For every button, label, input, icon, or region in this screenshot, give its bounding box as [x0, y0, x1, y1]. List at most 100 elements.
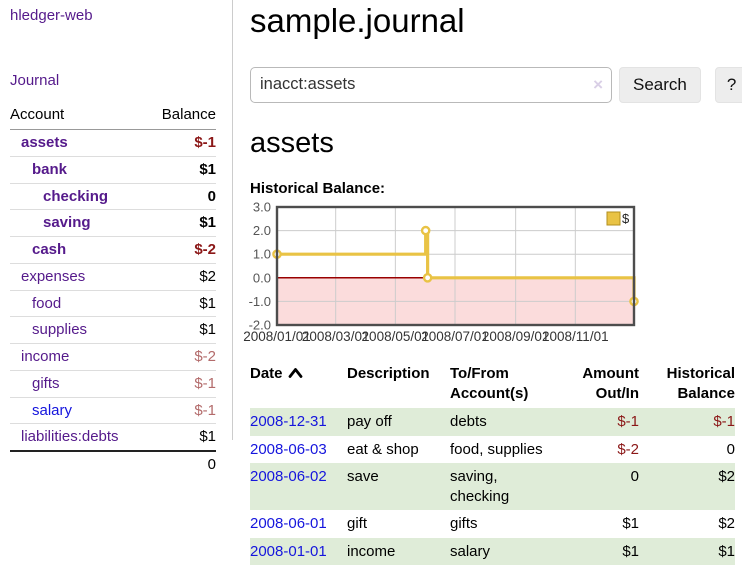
x-axis-label: 2008/05/01 [362, 329, 430, 344]
account-balance: $-1 [147, 396, 216, 424]
register-cell-accounts: salary [450, 542, 491, 560]
register-header-amount: Amount Out/In [582, 364, 639, 403]
account-link[interactable]: food [32, 294, 62, 312]
register-cell-date: 2008-06-01 [250, 510, 347, 538]
search-button[interactable]: Search [619, 66, 701, 103]
page-title: sample.journal [250, 2, 465, 39]
register-cell-description: income [347, 542, 396, 560]
search-input[interactable] [250, 66, 612, 103]
chart-title: Historical Balance: [250, 179, 386, 197]
register-cell-balance: $2 [718, 515, 735, 533]
account-link[interactable]: checking [43, 187, 109, 205]
register-cell-amount: $-1 [617, 413, 639, 431]
account-balance: $-2 [147, 236, 216, 264]
help-button[interactable]: ? [714, 66, 742, 103]
y-axis-label: 2.0 [253, 223, 271, 238]
account-row: bank $1 [10, 155, 216, 183]
account-link[interactable]: expenses [21, 267, 86, 285]
y-axis-label: 0.0 [253, 270, 271, 285]
register-cell-amount: $-2 [617, 440, 639, 458]
account-row: salary $-1 [10, 396, 216, 424]
account-link[interactable]: gifts [32, 374, 60, 392]
x-axis-label: 2008/07/01 [421, 329, 489, 344]
account-row: expenses $2 [10, 262, 216, 290]
app-brand-link[interactable]: hledger-web [10, 7, 93, 24]
accounts-table: Account Balance assets $-1 bank $1 checking 0… [10, 103, 216, 476]
register-cell-accounts: food, supplies [450, 440, 543, 458]
register-table: Date Description To/From Account(s) Amou… [250, 362, 735, 566]
y-axis-label: 3.0 [253, 199, 271, 214]
register-cell-balance: $-1 [713, 413, 735, 431]
register-cell-amount: $1 [622, 515, 639, 533]
register-cell-description: save [347, 468, 379, 486]
accounts-table-header: Account Balance [10, 103, 216, 130]
register-row: 2008-06-01 gift gifts $1 $2 [250, 510, 735, 538]
register-cell-balance: 0 [726, 440, 735, 458]
clear-search-icon[interactable]: × [593, 74, 603, 94]
account-link[interactable]: cash [32, 241, 67, 258]
register-header-description: Description [347, 364, 430, 382]
account-balance: $1 [147, 209, 216, 237]
account-link[interactable]: supplies [32, 321, 88, 339]
sidebar: hledger-web Journal Account Balance asse… [0, 0, 233, 476]
register-header-row: Date Description To/From Account(s) Amou… [250, 362, 735, 409]
register-header-date[interactable]: Date [250, 362, 347, 409]
account-row: supplies $1 [10, 316, 216, 344]
account-row: saving $1 [10, 209, 216, 237]
register-cell-accounts: gifts [450, 515, 478, 533]
register-cell-description: pay off [347, 413, 392, 431]
chart-point [420, 225, 431, 236]
account-row: gifts $-1 [10, 369, 216, 397]
transaction-date-link[interactable]: 2008-06-03 [250, 440, 327, 458]
register-cell-balance: $2 [718, 468, 735, 486]
account-balance: $1 [147, 289, 216, 317]
account-link[interactable]: income [21, 348, 70, 365]
account-balance: $-1 [194, 134, 216, 151]
legend-label: $ [622, 211, 630, 226]
account-balance: $1 [147, 423, 216, 451]
account-row: cash $-2 [10, 236, 216, 264]
register-cell-date: 2008-01-01 [250, 538, 347, 566]
account-link[interactable]: bank [32, 160, 68, 178]
transaction-date-link[interactable]: 2008-01-01 [250, 542, 327, 560]
register-row: 2008-06-02 save saving, checking 0 $2 [250, 463, 735, 511]
account-link[interactable]: liabilities:debts [21, 428, 119, 446]
x-axis-label: 2008/11/01 [542, 329, 609, 344]
register-cell-date: 2008-12-31 [250, 408, 347, 436]
account-row: assets $-1 [10, 130, 216, 157]
x-axis-label: 2008/09/01 [482, 329, 550, 344]
register-cell-balance: $1 [718, 542, 735, 560]
account-link[interactable]: salary [32, 401, 73, 419]
register-cell-description: gift [347, 515, 368, 533]
account-balance: $-1 [147, 369, 216, 397]
transaction-date-link[interactable]: 2008-12-31 [250, 413, 327, 431]
search-input-wrap: × [250, 66, 612, 103]
accounts-total-row: 0 [10, 450, 216, 476]
account-link[interactable]: saving [43, 214, 91, 232]
account-row: income $-2 [10, 343, 216, 371]
x-axis-label: 2008/01/01 [243, 329, 311, 344]
register-row: 2008-12-31 pay off debts $-1 $-1 [250, 408, 735, 436]
sidebar-item-journal[interactable]: Journal [10, 72, 60, 89]
accounts-total: 0 [147, 450, 216, 476]
x-axis-label: 2008/03/01 [302, 329, 370, 344]
register-cell-amount: 0 [630, 468, 639, 486]
account-link[interactable]: assets [21, 134, 68, 151]
account-balance: $1 [147, 155, 216, 183]
transaction-date-link[interactable]: 2008-06-02 [250, 468, 327, 486]
y-axis-label: -1.0 [249, 294, 271, 309]
legend-swatch [606, 211, 621, 226]
account-heading: assets [250, 126, 334, 159]
register-row: 2008-01-01 income salary $1 $1 [250, 537, 735, 566]
transaction-date-link[interactable]: 2008-06-01 [250, 515, 327, 533]
register-cell-accounts: debts [450, 413, 487, 431]
register-body: 2008-12-31 pay off debts $-1 $-1 2008-06-03 ea… [250, 408, 735, 566]
register-header-balance: Historical Balance [666, 364, 735, 403]
account-balance: $2 [147, 262, 216, 290]
account-balance: $-2 [147, 343, 216, 371]
account-row: food $1 [10, 289, 216, 317]
register-cell-accounts: saving, checking [450, 468, 510, 505]
sort-caret-up-icon [288, 368, 302, 378]
register-cell-description: eat & shop [347, 440, 419, 458]
register-cell-date: 2008-06-03 [250, 436, 347, 464]
